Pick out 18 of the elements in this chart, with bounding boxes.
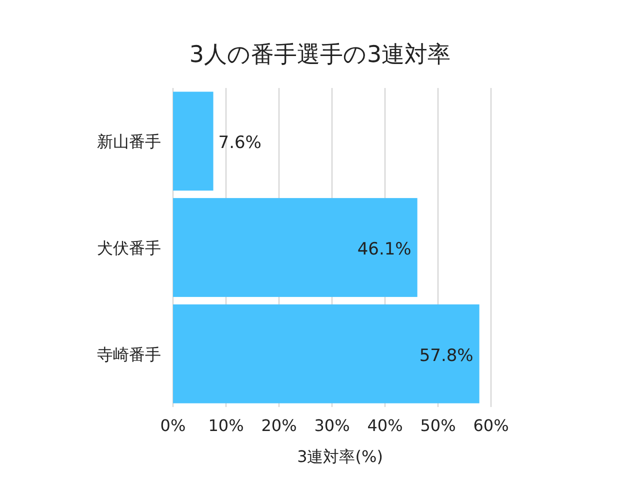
title: 3人の番手選手の3連対率: [189, 42, 451, 68]
xlabel: 3連対率(%): [297, 447, 383, 466]
data-label: 7.6%: [218, 133, 262, 154]
bar: [173, 198, 418, 297]
x-tick-label: 0%: [160, 416, 186, 435]
data-label: 57.8%: [419, 346, 474, 366]
y-tick-label: 寺崎番手: [97, 344, 161, 364]
x-tick-label: 60%: [473, 416, 509, 435]
bar: [173, 92, 214, 191]
y-tick-label: 新山番手: [97, 132, 161, 152]
x-tick-label: 30%: [314, 416, 350, 435]
x-tick-label: 20%: [261, 416, 297, 435]
x-tick-label: 40%: [367, 416, 403, 435]
x-tick-label: 50%: [420, 416, 456, 435]
bar: [173, 304, 480, 404]
y-tick-label: 犬伏番手: [97, 238, 161, 258]
data-label: 46.1%: [357, 240, 412, 260]
x-tick-label: 10%: [208, 416, 244, 435]
